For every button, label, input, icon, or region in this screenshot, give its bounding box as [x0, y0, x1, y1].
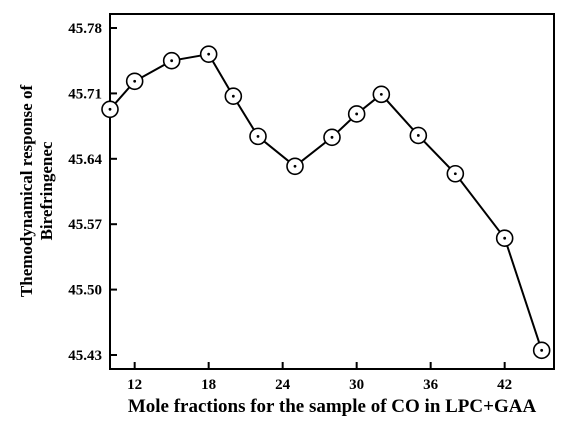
x-tick-label: 36: [423, 377, 439, 393]
data-point-center-dot: [503, 236, 507, 240]
data-point-center-dot: [453, 172, 457, 176]
y-axis-title-line-2: Birefringenec: [37, 141, 56, 240]
x-axis-title: Mole fractions for the sample of CO in L…: [128, 396, 537, 417]
data-point-center-dot: [416, 134, 420, 137]
data-point-center-dot: [379, 92, 383, 96]
data-point-center-dot: [355, 112, 359, 116]
data-point-center-dot: [108, 107, 112, 111]
x-tick-label: 24: [275, 377, 291, 393]
data-point-center-dot: [231, 94, 235, 98]
y-tick-label: 45.43: [68, 348, 102, 364]
y-tick-label: 45.57: [68, 217, 102, 233]
data-point-center-dot: [207, 52, 211, 56]
y-tick-label: 45.50: [68, 283, 102, 299]
data-point-center-dot: [293, 164, 297, 168]
plot-frame: [109, 13, 555, 370]
x-tick-label: 42: [497, 377, 512, 393]
y-axis: 45.43 45.50 45.57 45.64 45.71 45.78: [68, 21, 117, 364]
x-axis: 12 18 24 30 36 42: [127, 362, 512, 393]
data-point-center-dot: [540, 348, 544, 352]
data-point-center-dot: [170, 59, 174, 63]
data-point-center-dot: [256, 134, 260, 138]
x-tick-label: 12: [127, 377, 142, 393]
y-tick-label: 45.78: [68, 21, 102, 37]
data-point-center-dot: [330, 135, 334, 139]
series-line: [109, 53, 543, 351]
y-tick-label: 45.64: [68, 152, 102, 168]
x-tick-label: 18: [201, 377, 216, 393]
data-point-center-dot: [133, 79, 137, 83]
y-tick-label: 45.71: [68, 86, 102, 102]
series-layer: [101, 45, 551, 360]
y-axis-title: Themodynamical response of Birefringenec: [17, 85, 56, 298]
y-axis-title-line-1: Themodynamical response of: [17, 85, 36, 298]
x-tick-label: 30: [349, 377, 364, 393]
